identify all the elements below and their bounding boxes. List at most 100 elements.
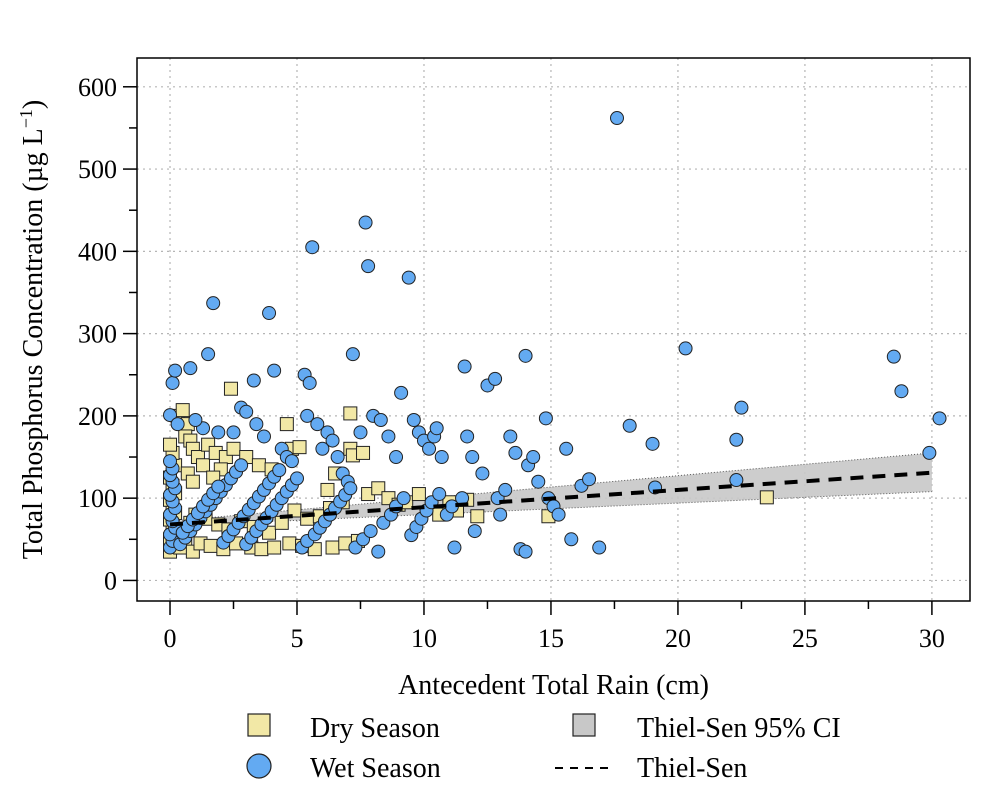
wet-season-point	[389, 450, 404, 465]
wet-season-point	[315, 441, 330, 456]
y-tick-label: 0	[104, 566, 117, 595]
dry-season-point	[411, 487, 426, 502]
dry-season-point	[292, 440, 307, 455]
wet-season-point	[894, 384, 909, 399]
dry-season-point	[175, 403, 190, 418]
wet-season-point	[508, 445, 523, 460]
wet-season-point	[211, 425, 226, 440]
wet-season-point	[396, 491, 411, 506]
wet-season-point	[302, 375, 317, 390]
wet-season-point	[206, 296, 221, 311]
trend-line	[169, 470, 933, 527]
wet-season-point	[272, 463, 287, 478]
wet-season-point	[488, 371, 503, 386]
wet-season-point	[330, 450, 345, 465]
dry-season-point	[282, 536, 297, 551]
x-tick-label: 10	[411, 624, 437, 653]
dry-season-point	[163, 437, 178, 452]
dry-season-point	[185, 474, 200, 489]
wet-season-point	[363, 524, 378, 539]
wet-season-point	[447, 540, 462, 555]
legend-ci-swatch	[572, 713, 596, 737]
wet-season-point	[922, 445, 937, 460]
wet-season-point	[267, 363, 282, 378]
wet-season-point	[729, 473, 744, 488]
wet-season-point	[246, 373, 261, 388]
wet-season-point	[211, 479, 226, 494]
wet-season-point	[526, 450, 541, 465]
wet-season-point	[734, 400, 749, 415]
wet-season-point	[475, 466, 490, 481]
wet-season-point	[432, 487, 447, 502]
ci-band	[170, 452, 932, 527]
dry-season-point	[254, 542, 269, 557]
wet-season-point	[289, 471, 304, 486]
y-axis-title-main: Total Phosphorus Concentration (µg L	[18, 128, 49, 559]
wet-season-point	[932, 411, 947, 426]
thiel-sen-line	[169, 470, 933, 527]
wet-season-point	[262, 306, 277, 321]
wet-season-point	[467, 524, 482, 539]
wet-season-point	[457, 359, 472, 374]
wet-season-point	[551, 507, 566, 522]
wet-season-point	[284, 454, 299, 469]
x-tick-label: 20	[665, 624, 691, 653]
wet-season-point	[345, 347, 360, 362]
wet-season-point	[170, 417, 185, 432]
wet-season-point	[564, 532, 579, 547]
wet-season-point	[429, 421, 444, 436]
wet-season-point	[678, 341, 693, 356]
wet-season-point	[353, 425, 368, 440]
dry-season-point	[470, 509, 485, 524]
legend-dry-swatch	[247, 713, 271, 737]
wet-season-point	[188, 413, 203, 427]
wet-season-point	[622, 418, 637, 433]
wet-season-point	[518, 544, 533, 559]
x-axis-title: Antecedent Total Rain (cm)	[398, 670, 709, 701]
wet-season-point	[234, 458, 249, 473]
wet-season-point	[460, 429, 475, 444]
wet-season-point	[168, 363, 183, 378]
dry-season-point	[759, 490, 774, 505]
wet-season-point	[249, 417, 264, 432]
y-axis-title-sup: −1	[16, 109, 36, 128]
wet-season-point	[592, 540, 607, 555]
y-tick-label: 200	[78, 402, 117, 431]
wet-season-point	[239, 404, 254, 419]
wet-season-point	[645, 436, 660, 451]
wet-season-point	[422, 441, 437, 456]
wet-season-point	[498, 482, 513, 497]
x-tick-label: 5	[290, 624, 303, 653]
wet-season-point	[538, 411, 553, 426]
y-tick-label: 600	[78, 73, 117, 102]
wet-season-point	[582, 472, 597, 487]
y-tick-label: 500	[78, 155, 117, 184]
data-points	[163, 111, 947, 559]
wet-season-point	[381, 429, 396, 444]
legend-wet-swatch	[246, 753, 272, 779]
wet-season-point	[165, 375, 180, 390]
wet-season-point	[531, 474, 546, 489]
dry-season-point	[343, 406, 358, 421]
dry-season-point	[267, 540, 282, 555]
legend-fit-label: Thiel-Sen	[637, 753, 747, 784]
wet-season-point	[256, 429, 271, 444]
x-tick-label: 0	[164, 624, 177, 653]
wet-season-point	[371, 544, 386, 559]
x-tick-label: 25	[792, 624, 818, 653]
dry-season-point	[196, 458, 211, 473]
dry-season-point	[226, 441, 241, 456]
dry-season-point	[320, 482, 335, 497]
wet-season-point	[729, 432, 744, 447]
wet-season-point	[609, 111, 624, 126]
wet-season-point	[300, 408, 315, 423]
y-tick-label: 100	[78, 484, 117, 513]
y-tick-label: 400	[78, 237, 117, 266]
wet-season-point	[226, 425, 241, 440]
wet-season-point	[325, 433, 340, 448]
y-tick-label: 300	[78, 320, 117, 349]
legend-ci-label: Thiel-Sen 95% CI	[637, 713, 841, 744]
wet-season-point	[310, 417, 325, 432]
dry-season-point	[223, 381, 238, 396]
wet-season-point	[886, 349, 901, 364]
